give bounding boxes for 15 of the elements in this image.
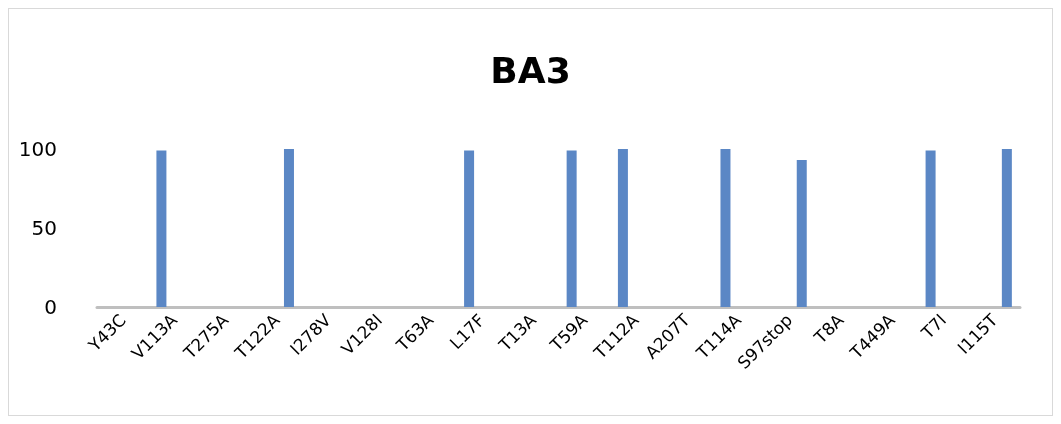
x-tick-label: T8A	[809, 309, 848, 348]
y-tick-label: 0	[44, 295, 57, 319]
y-tick-label: 50	[31, 216, 57, 240]
chart-title: BA3	[490, 49, 571, 91]
x-tick-label: T7I	[916, 309, 951, 344]
bar	[720, 149, 731, 307]
bar	[156, 150, 167, 307]
bar	[1001, 149, 1012, 307]
bar	[566, 150, 577, 307]
bar	[283, 149, 294, 307]
bar	[925, 150, 936, 307]
bar	[617, 149, 628, 307]
bar	[464, 150, 475, 307]
y-tick-label: 100	[18, 137, 57, 161]
bar	[796, 160, 807, 307]
